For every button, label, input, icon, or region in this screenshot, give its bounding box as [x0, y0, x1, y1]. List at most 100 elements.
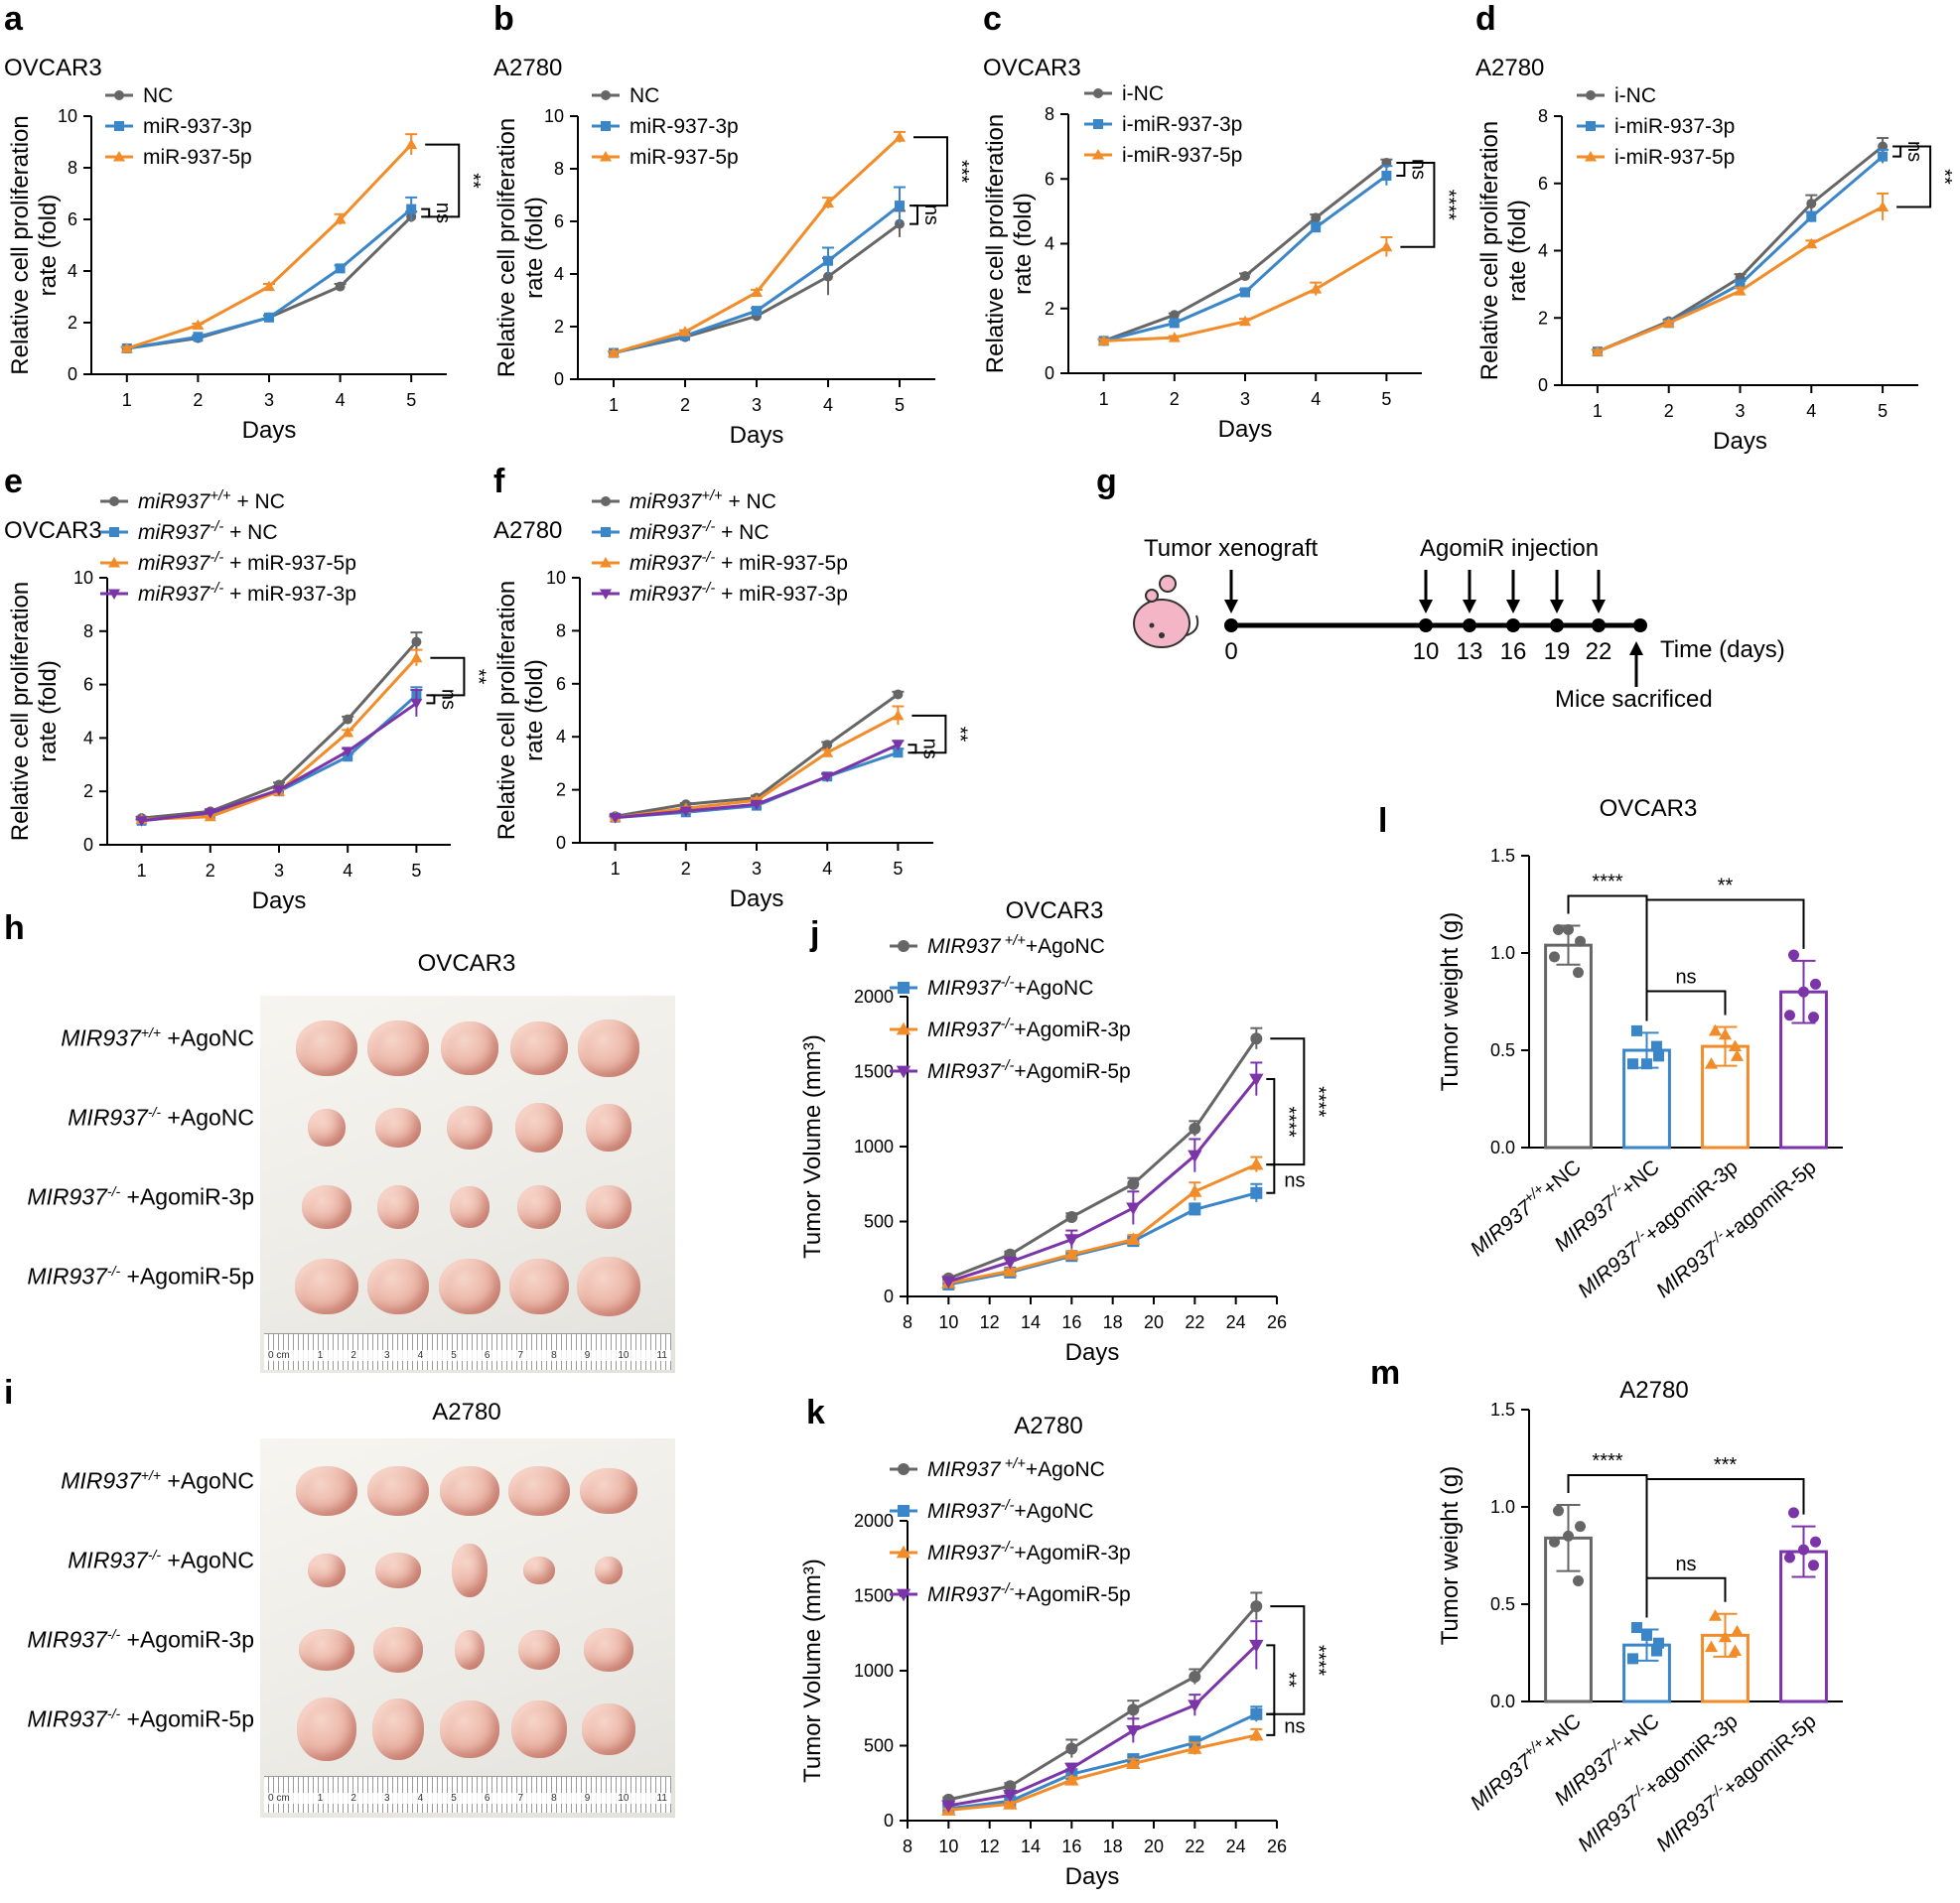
- data-point: [893, 748, 904, 758]
- significance-label: ****: [1277, 1107, 1299, 1138]
- y-axis-label: Tumor weight (g): [1437, 912, 1464, 1092]
- y-tick-label: 2: [554, 317, 564, 337]
- data-point: [1708, 1609, 1723, 1621]
- legend-label-sup: -/-: [1001, 1498, 1015, 1514]
- tumor-sample: [440, 1700, 499, 1758]
- y-tick-label: 1500: [854, 1586, 894, 1606]
- ruler-mark: 10: [618, 1793, 630, 1804]
- panel-letter-a: a: [4, 0, 24, 38]
- panel-title-m: A2780: [1619, 1377, 1688, 1404]
- tumor-sample: [440, 1466, 499, 1516]
- y-tick-label: 0: [884, 1811, 894, 1831]
- tumor-sample: [367, 1466, 429, 1516]
- x-axis-label: Days: [1713, 428, 1767, 455]
- significance-label: **: [1277, 1672, 1299, 1688]
- data-point: [1627, 1653, 1638, 1665]
- y-tick-label: 8: [1538, 106, 1548, 126]
- data-point: [1126, 1202, 1141, 1216]
- legend-label-rest: + miR-937-5p: [223, 552, 356, 575]
- series-line: [1597, 155, 1885, 353]
- y-tick-label: 1000: [854, 1137, 894, 1156]
- legend-marker: [601, 496, 611, 506]
- legend-label-rest: +AgoNC: [1026, 935, 1105, 958]
- legend-label-rest: + NC: [223, 521, 277, 544]
- significance-bracket: [908, 744, 917, 754]
- legend-label: miR937+/+ + NC: [630, 488, 776, 513]
- x-tick-label: 3: [752, 859, 762, 879]
- data-point: [1065, 1210, 1078, 1223]
- data-point: [1169, 310, 1180, 321]
- data-point: [135, 816, 148, 827]
- data-point: [1249, 1639, 1264, 1653]
- significance-bracket: [1270, 1605, 1306, 1715]
- tumor-sample: [372, 1699, 424, 1760]
- data-point: [1718, 1630, 1733, 1643]
- x-tick-label: 3: [264, 390, 274, 410]
- timeline-dot: [1506, 618, 1520, 632]
- legend-label-gene: miR937: [630, 583, 703, 606]
- y-axis-label-line1: Relative cell proliferation: [493, 118, 520, 377]
- panel-title-l: OVCAR3: [1600, 795, 1698, 822]
- y-tick-label: 10: [73, 568, 93, 588]
- series-gray: i-NC: [1084, 82, 1393, 346]
- y-tick-label: 6: [83, 675, 93, 695]
- legend-label: miR937+/+ + NC: [138, 488, 285, 513]
- data-point: [1627, 1058, 1638, 1070]
- data-point: [1704, 1057, 1719, 1069]
- category-label-gene: MIR937: [1652, 1791, 1724, 1856]
- x-tick-label: 10: [938, 1836, 958, 1856]
- x-tick-label: 26: [1267, 1312, 1287, 1332]
- legend-marker: [601, 527, 611, 537]
- tumor-sample: [582, 1703, 635, 1755]
- legend-label-gene: miR937: [138, 583, 211, 606]
- tumor-sample: [508, 1466, 570, 1516]
- significance-label: ****: [1437, 190, 1459, 220]
- significance-bracket: [1400, 161, 1436, 248]
- x-tick-label: 3: [274, 861, 284, 881]
- legend-marker: [600, 151, 612, 162]
- legend-label-sup: -/-: [1001, 1540, 1015, 1556]
- legend-marker: [1092, 149, 1104, 160]
- data-point: [334, 213, 347, 224]
- injection-arrowhead: [1506, 600, 1520, 613]
- legend-marker: [1093, 119, 1103, 129]
- tumor-sample: [297, 1698, 356, 1761]
- series-line: [613, 204, 901, 354]
- series-line: [1597, 145, 1885, 353]
- data-point: [893, 689, 904, 700]
- row-label-treatment: +AgomiR-3p: [120, 1626, 255, 1653]
- data-point: [1878, 151, 1889, 162]
- legend-label: MIR937-/-+AgomiR-5p: [927, 1581, 1131, 1606]
- data-point: [1311, 222, 1322, 233]
- tumor-sample: [455, 1630, 485, 1670]
- data-point: [1810, 978, 1821, 990]
- data-point: [410, 651, 423, 663]
- legend-label-gene: MIR937: [927, 1060, 1002, 1083]
- data-point: [1003, 1256, 1018, 1270]
- y-tick-label: 10: [58, 106, 77, 126]
- data-point: [1250, 1707, 1263, 1720]
- row-label-treatment: +AgoNC: [161, 1467, 254, 1494]
- category-label-gene: MIR937: [1467, 1195, 1538, 1261]
- timeline-end-label: Mice sacrificed: [1555, 686, 1713, 713]
- legend-label-sup: -/-: [701, 519, 715, 535]
- tumor-sample: [367, 1259, 429, 1314]
- legend-label: MIR937-/-+AgomiR-3p: [927, 1540, 1131, 1564]
- timeline-xenograft-label: Tumor xenograft: [1144, 535, 1319, 562]
- x-tick-label: 14: [1021, 1312, 1041, 1332]
- tumor-sample: [518, 1630, 560, 1670]
- data-point: [1805, 237, 1818, 249]
- ruler-mark: 5: [451, 1350, 457, 1361]
- data-point: [1653, 1050, 1664, 1062]
- tumor-sample: [452, 1544, 488, 1597]
- x-tick-label: 16: [1061, 1312, 1081, 1332]
- data-point: [1064, 1773, 1079, 1786]
- significance-bracket: [1270, 1037, 1306, 1166]
- tumor-sample: [377, 1185, 419, 1229]
- data-point: [1798, 986, 1809, 998]
- tumor-sample: [580, 1468, 637, 1514]
- legend-label-sup: -/-: [1001, 1058, 1015, 1074]
- data-point: [1653, 1637, 1664, 1649]
- data-point: [1097, 335, 1110, 345]
- significance-label: ***: [950, 160, 972, 184]
